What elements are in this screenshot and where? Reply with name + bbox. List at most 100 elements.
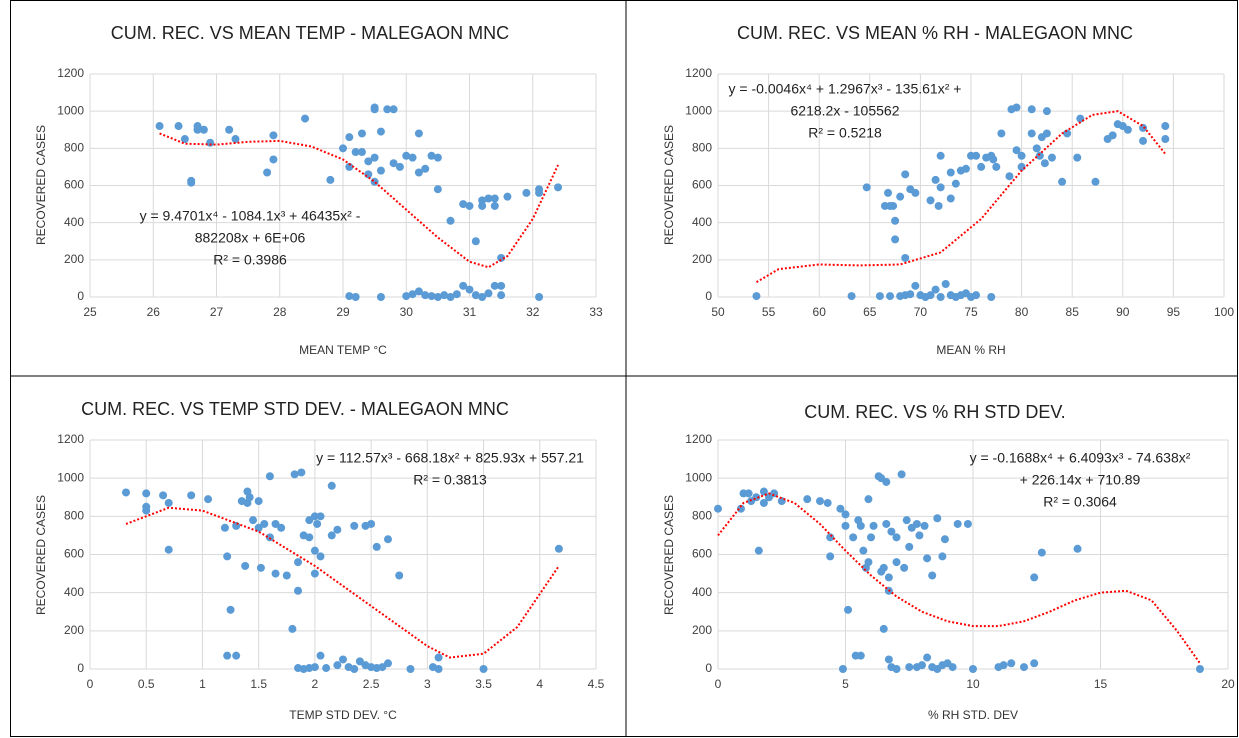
point [972,291,981,300]
point [923,554,932,563]
point [1030,573,1039,582]
point [901,253,910,262]
point [395,162,404,171]
point [446,293,455,301]
y-tick-label: 200 [692,623,712,637]
point [901,170,910,179]
point [440,291,449,300]
point [892,665,901,673]
x-tick-label: 5 [842,677,849,691]
y-tick-label: 400 [692,585,712,599]
point [478,196,487,205]
trendline [717,492,1201,664]
point [941,279,950,288]
point [972,151,981,160]
y-tick-label: 0 [705,289,712,303]
point [484,289,493,298]
point [316,552,325,561]
point [744,489,753,498]
point [434,665,443,673]
y-tick-label: 200 [64,252,84,266]
point [920,521,929,530]
point [1037,548,1046,557]
point [310,512,319,521]
point [326,175,335,184]
point [497,281,506,290]
point [759,487,768,496]
point [389,159,398,168]
point [402,151,411,160]
point [841,521,850,530]
y-tick-label: 1000 [57,470,84,484]
point [535,185,544,194]
point [803,495,812,504]
point [1017,151,1026,160]
point [260,519,269,528]
point [926,291,935,300]
trend-equation: 882208x + 6E+06 [195,230,306,246]
point [282,571,291,580]
point [406,665,415,673]
point [305,533,314,542]
point [327,481,336,490]
y-tick-label: 0 [77,289,84,303]
y-tick-label: 0 [77,661,84,675]
point [465,201,474,210]
point [497,291,506,300]
y-tick-label: 600 [692,547,712,561]
point [372,542,381,551]
point [859,546,868,555]
x-tick-label: 60 [813,305,827,319]
trendline [125,506,560,659]
chart-title: CUM. REC. VS MEAN % RH - MALEGAON MNC [737,23,1133,43]
point [427,292,436,301]
point [301,114,310,123]
point [997,129,1006,138]
point [223,552,232,561]
point [1040,159,1049,168]
point [856,521,865,530]
point [838,665,847,673]
point [288,624,297,633]
x-tick-label: 32 [526,305,540,319]
point [816,497,824,506]
point [754,546,763,555]
x-axis-label: TEMP STD DEV. °C [289,708,397,722]
point [121,488,130,497]
point [889,201,898,210]
point [844,605,853,614]
x-tick-label: 95 [1167,305,1181,319]
point [864,495,873,504]
point [1139,136,1148,145]
x-tick-label: 31 [463,305,477,319]
point [882,519,891,528]
point [826,533,835,542]
x-tick-label: 1 [199,677,206,691]
point [856,651,865,660]
y-tick-label: 0 [705,661,712,675]
point [490,201,499,210]
point [882,477,891,486]
point [421,291,430,300]
point [345,292,354,301]
y-tick-label: 800 [64,509,84,523]
point [383,535,392,544]
y-axis-label: RECOVERED CASES [662,495,676,615]
point [892,533,901,542]
x-tick-label: 0 [715,677,722,691]
point [891,216,900,225]
point [316,512,325,521]
point [938,552,947,561]
point [414,129,423,138]
y-axis-label: RECOVERED CASES [34,495,48,615]
x-tick-label: 26 [147,305,161,319]
x-tick-label: 29 [336,305,350,319]
point [915,531,924,540]
point [897,470,906,479]
point [892,558,901,567]
point [1027,105,1036,114]
x-tick-label: 65 [863,305,877,319]
point [1123,125,1132,134]
point [290,470,299,479]
